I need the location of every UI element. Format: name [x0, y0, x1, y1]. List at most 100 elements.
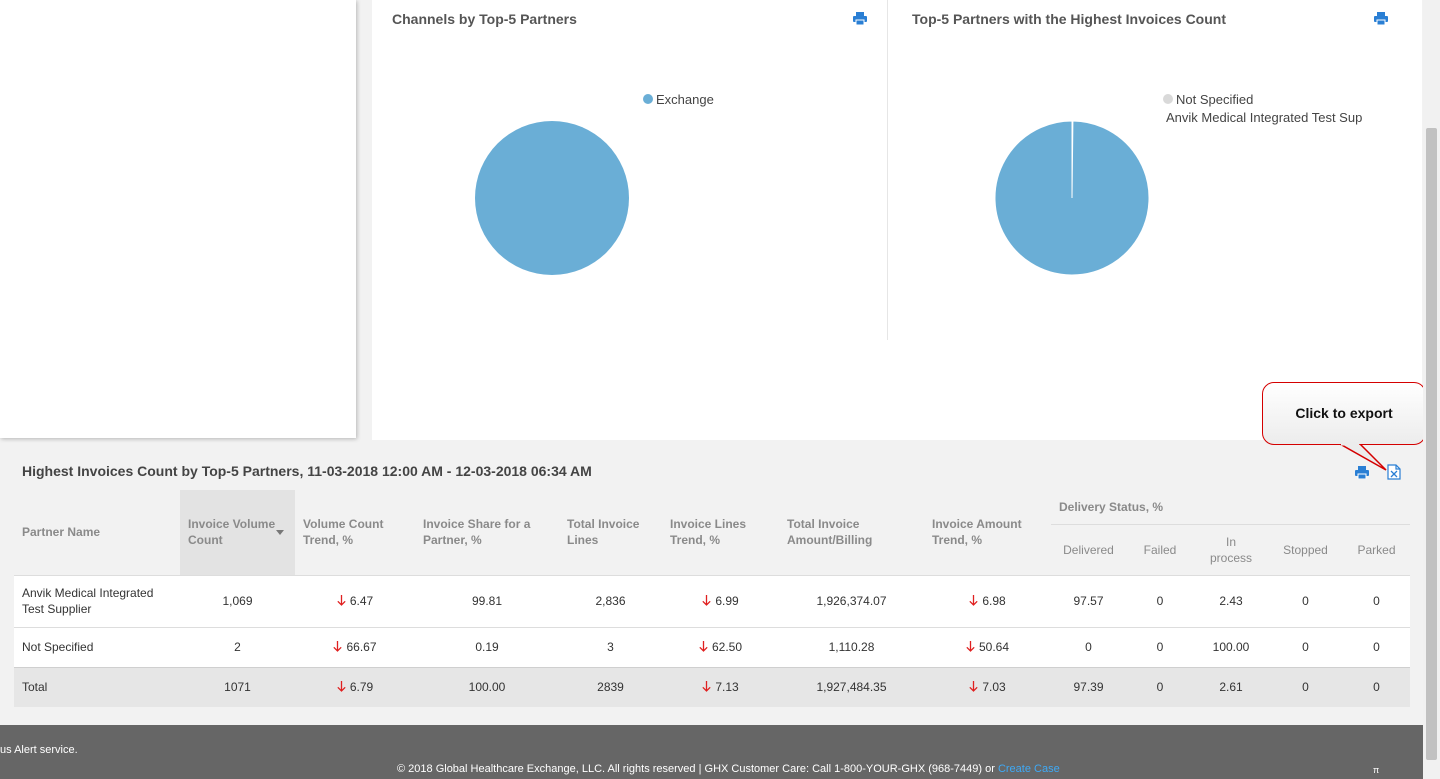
- export-callout: Click to export: [1262, 382, 1426, 445]
- legend-item[interactable]: Exchange: [643, 90, 714, 108]
- cell-delivered: 97.39: [1051, 666, 1126, 707]
- col-label: Invoice Volume Count: [188, 517, 276, 548]
- cell-amount: 1,927,484.35: [779, 666, 924, 707]
- cell-lines-trend: 6.99: [662, 574, 779, 627]
- cell-volume-trend: 6.47: [295, 574, 415, 627]
- vertical-scrollbar[interactable]: [1423, 0, 1440, 779]
- trend-value: 50.64: [978, 640, 1010, 654]
- cell-amount: 1,110.28: [779, 626, 924, 667]
- pi-icon[interactable]: π: [1373, 765, 1380, 775]
- trend-value: 6.79: [349, 680, 374, 695]
- legend-item[interactable]: Not Specified: [1163, 90, 1363, 108]
- legend-label: Not Specified: [1176, 91, 1254, 107]
- trend-value: 7.13: [715, 680, 739, 695]
- col-invoice-volume[interactable]: Invoice Volume Count: [180, 490, 295, 575]
- trend-down-icon: [333, 640, 343, 652]
- trend-down-icon: [702, 681, 711, 692]
- legend: Not Specified Anvik Medical Integrated T…: [1163, 90, 1363, 126]
- cell-amount: 1,926,374.07: [779, 574, 924, 627]
- table-title: Highest Invoices Count by Top-5 Partners…: [22, 463, 592, 479]
- legend: Exchange: [643, 90, 714, 108]
- trend-down-icon: [337, 594, 346, 606]
- chart-title: Channels by Top-5 Partners: [392, 11, 577, 27]
- trend-value: 7.03: [982, 680, 1006, 695]
- col-partner-name[interactable]: Partner Name: [14, 490, 180, 575]
- pie-slice-exchange[interactable]: [475, 121, 629, 275]
- pie-chart: [994, 120, 1150, 276]
- cell-lines-trend: 62.50: [662, 626, 779, 667]
- cell-volume-trend: 6.79: [295, 666, 415, 707]
- col-invoice-share[interactable]: Invoice Share for a Partner, %: [415, 490, 559, 575]
- cell-stopped: 0: [1268, 666, 1343, 707]
- footer: us Alert service. © 2018 Global Healthca…: [0, 725, 1423, 779]
- table-total-row: Total 1071 6.79 100.00 2839 7.13 1,927,4…: [14, 666, 1410, 707]
- charts-panel: Channels by Top-5 Partners Top-5 Partner…: [372, 0, 1422, 440]
- col-delivered[interactable]: Delivered: [1051, 523, 1126, 575]
- left-panel: [0, 0, 356, 438]
- cell-volume-trend: 66.67: [295, 626, 415, 667]
- chart-card-channels: Channels by Top-5 Partners: [372, 0, 888, 340]
- cell-volume: 1,069: [180, 574, 295, 627]
- col-volume-trend[interactable]: Volume Count Trend, %: [295, 490, 415, 575]
- trend-value: 6.99: [715, 594, 739, 608]
- trend-value: 62.50: [711, 640, 743, 654]
- excel-export-icon[interactable]: [1387, 464, 1401, 480]
- cell-share: 0.19: [415, 626, 559, 667]
- col-in-process[interactable]: In process: [1194, 523, 1268, 575]
- cell-in-process: 2.43: [1194, 574, 1268, 627]
- col-total-amount[interactable]: Total Invoice Amount/Billing: [779, 490, 924, 575]
- col-amount-trend[interactable]: Invoice Amount Trend, %: [924, 490, 1051, 575]
- col-parked[interactable]: Parked: [1343, 523, 1410, 575]
- cell-failed: 0: [1126, 626, 1194, 667]
- trend-value: 6.47: [349, 594, 374, 608]
- trend-down-icon: [969, 681, 978, 692]
- cell-amount-trend: 50.64: [924, 626, 1051, 667]
- cell-stopped: 0: [1268, 626, 1343, 667]
- cell-amount-trend: 6.98: [924, 574, 1051, 627]
- col-delivery-status: Delivery Status, %: [1051, 490, 1410, 524]
- cell-lines: 2,836: [559, 574, 662, 627]
- cell-amount-trend: 7.03: [924, 666, 1051, 707]
- cell-share: 99.81: [415, 574, 559, 627]
- col-total-lines[interactable]: Total Invoice Lines: [559, 490, 662, 575]
- trend-value: 6.98: [982, 594, 1006, 608]
- legend-label: Exchange: [656, 91, 714, 107]
- cell-failed: 0: [1126, 666, 1194, 707]
- sort-desc-icon: [276, 529, 284, 535]
- cell-failed: 0: [1126, 574, 1194, 627]
- trend-down-icon: [337, 681, 346, 692]
- chart-title: Top-5 Partners with the Highest Invoices…: [912, 11, 1226, 27]
- trend-down-icon: [966, 640, 975, 652]
- copyright-text: © 2018 Global Healthcare Exchange, LLC. …: [397, 763, 998, 775]
- callout-tail: [1340, 444, 1387, 471]
- print-icon[interactable]: [853, 12, 867, 25]
- legend-label: Anvik Medical Integrated Test Supplier: [1166, 109, 1363, 125]
- scrollbar-thumb[interactable]: [1426, 128, 1437, 760]
- legend-dot: [1163, 94, 1173, 104]
- trend-value: 66.67: [346, 640, 377, 654]
- cell-delivered: 97.57: [1051, 574, 1126, 627]
- legend-dot: [643, 94, 653, 104]
- col-lines-trend[interactable]: Invoice Lines Trend, %: [662, 490, 779, 575]
- pie-slice-anvik-medical-integrated-test-supplier[interactable]: [994, 120, 1150, 276]
- cell-delivered: 0: [1051, 626, 1126, 667]
- table-row[interactable]: Not Specified 2 66.67 0.19 3 62.50 1,110…: [14, 626, 1410, 667]
- cell-partner: Total: [14, 666, 180, 707]
- table-row[interactable]: Anvik Medical Integrated Test Supplier 1…: [14, 574, 1410, 627]
- col-stopped[interactable]: Stopped: [1268, 523, 1343, 575]
- cell-in-process: 100.00: [1194, 626, 1268, 667]
- trend-down-icon: [702, 594, 711, 606]
- cell-parked: 0: [1343, 666, 1410, 707]
- invoices-table: Partner Name Invoice Volume Count Volume…: [14, 490, 1410, 707]
- col-failed[interactable]: Failed: [1126, 523, 1194, 575]
- cell-lines-trend: 7.13: [662, 666, 779, 707]
- legend-item[interactable]: Anvik Medical Integrated Test Supplier: [1163, 108, 1363, 126]
- pie-chart: [475, 121, 629, 275]
- cell-parked: 0: [1343, 626, 1410, 667]
- print-icon[interactable]: [1374, 12, 1388, 25]
- cell-partner: Not Specified: [14, 626, 180, 667]
- footer-alert-text: us Alert service.: [0, 744, 78, 756]
- create-case-link[interactable]: Create Case: [997, 763, 1060, 775]
- print-icon[interactable]: [1355, 466, 1369, 479]
- trend-down-icon: [699, 640, 708, 652]
